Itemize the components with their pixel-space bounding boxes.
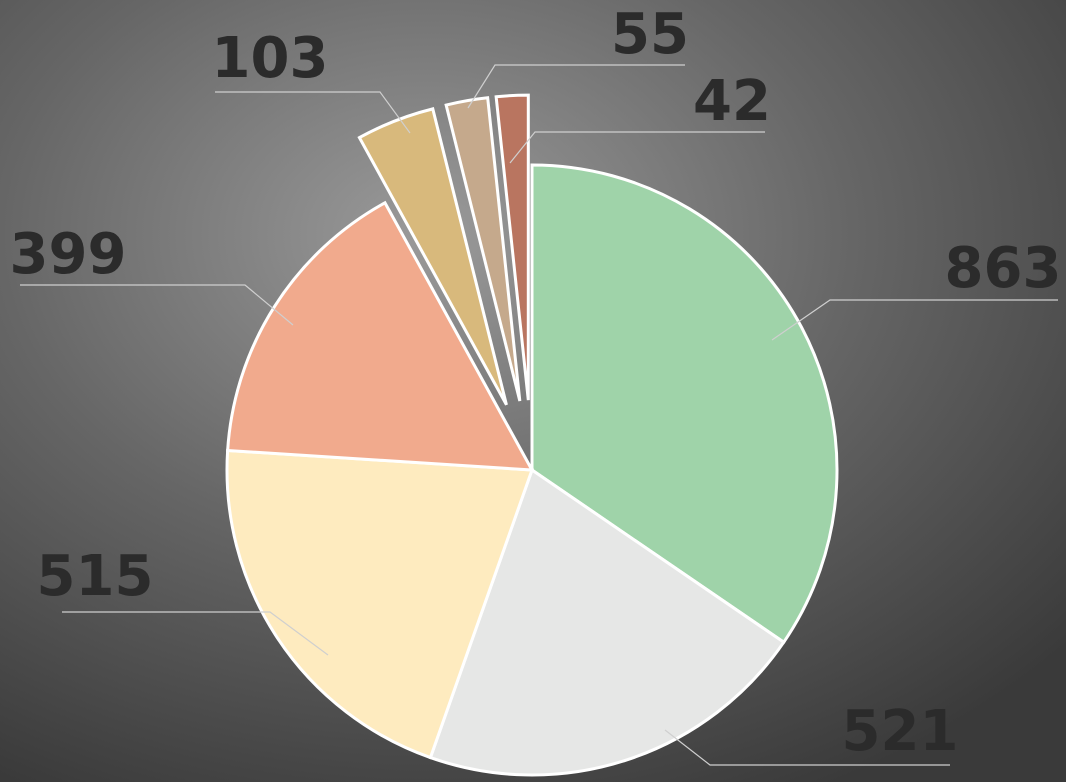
chart: 863 521 515 399 103 5542 [0,0,1066,782]
data-label: 399 [10,222,127,287]
data-label: 42 [693,69,771,134]
data-label: 515 [37,544,154,609]
data-label: 55 [611,2,689,67]
data-label: 863 [945,236,1062,301]
data-label: 521 [842,699,959,764]
page: 8635215153991035542 (() => { const data … [0,0,1066,782]
data-label: 103 [212,26,329,91]
